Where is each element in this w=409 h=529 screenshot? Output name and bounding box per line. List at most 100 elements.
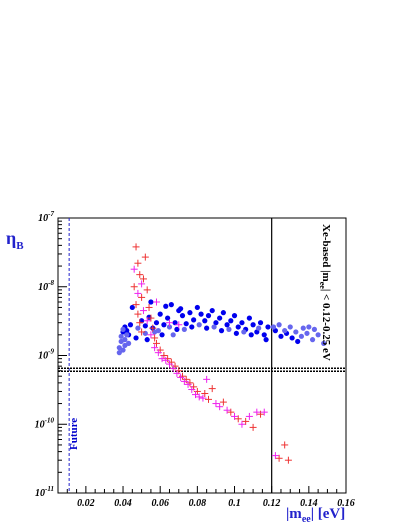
scatter-point-cross [188,386,196,394]
scatter-point-circle [166,324,173,330]
x-tick-label: 0.14 [300,498,318,509]
scatter-point-circle [278,333,284,339]
scatter-point-circle [161,322,167,328]
y-axis-label: ηB [6,228,24,252]
scatter-point-cross [138,328,146,336]
x-tick-label: 0.08 [189,498,207,509]
scatter-point-cross [208,385,216,393]
x-tick-label: 0.16 [337,498,355,509]
x-ticks: 0.02 0.04 0.06 0.08 0.1 0.12 0.14 0.16 [57,486,355,509]
scatter-point-cross [145,303,153,311]
scatter-point-circle [122,337,128,343]
scatter-point-cross [136,271,144,279]
scatter-point-circle [217,315,223,321]
scatter-point-cross [234,415,242,423]
scatter-point-cross [242,417,250,425]
scatter-point-cross [154,349,162,357]
scatter-point-cross [152,298,160,306]
scatter-point-cross [186,379,194,387]
scatter-point-cross [165,319,173,327]
y-tick-label: 10-7 [38,210,54,224]
scatter-point-cross [158,355,166,363]
scatter-point-circle [205,313,212,319]
scatter-point-circle [263,337,269,343]
scatter-point-circle [293,329,299,335]
scatter-point-circle [304,330,310,336]
scatter-point-circle [298,333,305,339]
scatter-point-circle [133,335,139,341]
scatter-point-circle [239,320,245,326]
scatter-point-circle [224,322,230,328]
scatter-point-circle [159,332,165,338]
scatter-point-cross [191,391,199,399]
scatter-point-circle [228,318,234,324]
scatter-point-cross [165,360,173,368]
scatter-point-circle [118,333,124,339]
scatter-point-cross [271,452,279,460]
y-tick-label: 10-9 [38,348,54,362]
scatter-point-circle [139,318,145,324]
scatter-point-cross [147,331,155,339]
scatter-point-circle [120,347,126,353]
scatter-point-cross [201,390,209,398]
scatter-point-cross [223,406,231,414]
x-tick-label: 0.02 [77,498,95,509]
xe-bound-annotation: Xe-based |mee| < 0.12-0.25 eV [318,224,332,361]
scatter-point-circle [148,299,154,305]
scatter-point-circle [155,328,161,334]
scatter-point-circle [309,337,316,343]
scatter-point-cross [139,275,147,283]
scatter-point-circle [256,325,262,331]
scatter-point-circle [287,324,293,330]
scatter-point-cross [180,377,188,385]
scatter-point-circle [250,322,256,328]
scatter-point-cross [138,280,146,288]
scatter-point-cross [151,344,159,352]
scatter-point-circle [116,345,122,351]
scatter-point-cross [134,310,142,318]
scatter-point-cross [257,410,265,418]
scatter-point-circle [315,332,321,338]
scatter-point-circle [189,324,195,330]
scatter-point-circle [187,310,193,316]
scatter-point-circle [289,335,295,341]
scatter-point-cross [139,307,147,315]
scatter-point-circle [202,318,208,324]
scatter-point-circle [235,324,241,330]
scatter-point-cross [173,369,181,377]
y-tick-label: 10-10 [35,416,55,430]
scatter-point-circle [116,350,122,356]
scatter-point-circle [124,332,130,338]
scatter-point-circle [213,320,219,326]
scatter-point-circle [270,324,277,330]
scatter-point-circle [127,322,134,328]
scatter-point-circle [204,325,210,331]
scatter-point-cross [212,400,220,408]
scatter-point-cross [151,334,159,342]
scatter-point-circle [191,317,197,323]
scatter-point-circle [183,321,189,327]
scatter-point-cross [184,380,192,388]
scatter-point-circle [265,324,271,330]
scatter-point-circle [142,323,148,329]
scatter-point-circle [163,303,169,309]
scatter-point-circle [157,311,163,317]
scatter-point-cross [249,423,257,431]
scatter-point-cross [132,243,140,251]
scatter-point-cross [143,286,151,294]
x-tick-label: 0.1 [228,498,241,509]
scatter-point-circle [165,315,171,321]
x-tick-label: 0.04 [114,498,132,509]
scatter-point-cross [149,324,157,332]
scatter-point-cross [284,456,292,464]
scatter-point-circle [120,326,126,332]
scatter-point-cross [134,259,142,267]
scatter-point-circle [218,328,225,334]
scatter-point-cross [141,253,149,261]
scatter-point-circle [276,322,282,328]
scatter-point-cross [227,408,235,416]
scatter-point-circle [248,332,254,338]
scatter-point-cross [245,412,253,420]
scatter-point-circle [172,320,178,326]
scatter-point-circle [233,330,239,336]
